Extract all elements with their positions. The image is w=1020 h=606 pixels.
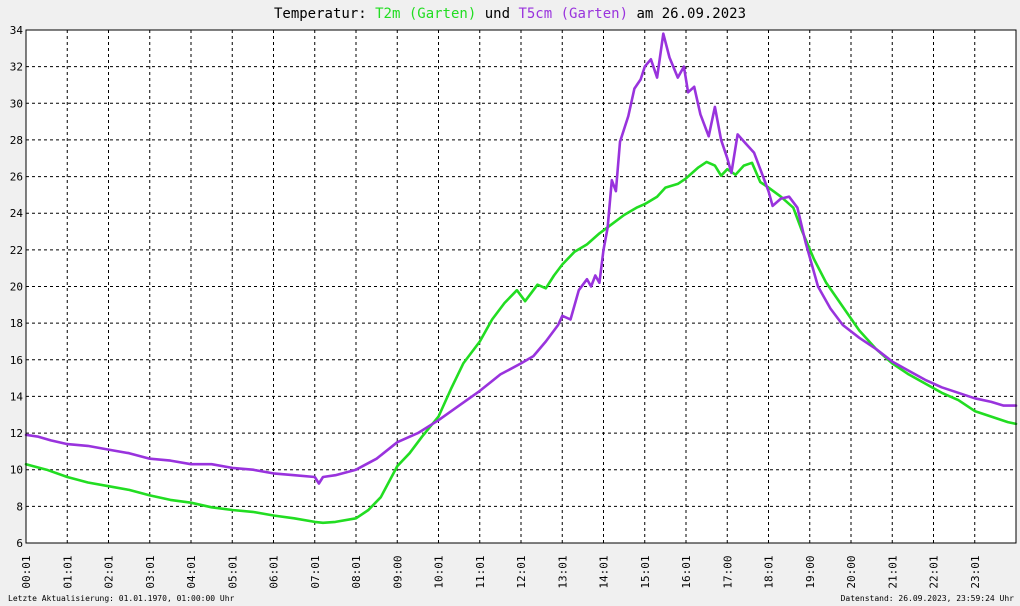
y-tick-label: 22 [10,244,23,257]
x-tick-label: 14:01 [598,555,611,588]
x-tick-labels: 00:01 01:01 02:01 03:01 04:01 05:01 06:01 07:01… [20,555,982,588]
x-tick-label: 02:01 [103,555,116,588]
x-tick-label: 07:01 [309,555,322,588]
series-line-t5cm [24,32,1018,485]
x-tick-label: 21:01 [886,555,899,588]
x-tick-label: 06:01 [268,555,281,588]
x-tick-label: 20:00 [845,555,858,588]
x-tick-label: 19:00 [804,555,817,588]
title-prefix: Temperatur: [274,6,375,22]
y-tick-label: 18 [10,317,23,330]
x-tick-label: 09:00 [391,555,404,588]
series-layer [24,32,1018,525]
plot-frame [25,29,1017,544]
y-tick-label: 30 [10,97,23,110]
y-tick-label: 26 [10,171,23,184]
footer-last-update: Letzte Aktualisierung: 01.01.1970, 01:00… [8,594,235,603]
footer-data-timestamp: Datenstand: 26.09.2023, 23:59:24 Uhr [841,594,1015,603]
chart-title: Temperatur: T2m (Garten) und T5cm (Garte… [274,6,746,22]
x-tick-label: 22:01 [928,555,941,588]
y-tick-labels: 6 8 10 12 14 16 18 20 22 24 26 28 30 32 34 [10,24,24,550]
x-tick-label: 05:01 [226,555,239,588]
y-tick-label: 6 [16,537,23,550]
y-tick-label: 14 [10,390,24,403]
x-tick-label: 16:01 [680,555,693,588]
series-line-t2m [24,160,1018,525]
grid-layer [26,30,1016,543]
x-tick-label: 01:01 [61,555,74,588]
x-tick-label: 17:00 [721,555,734,588]
title-middle: und [476,6,518,22]
x-tick-label: 15:01 [639,555,652,588]
x-tick-label: 08:01 [350,555,363,588]
y-tick-label: 12 [10,427,23,440]
x-tick-label: 00:01 [20,555,33,588]
x-tick-label: 04:01 [185,555,198,588]
x-tick-label: 12:01 [515,555,528,588]
x-tick-label: 18:01 [763,555,776,588]
x-tick-label: 23:01 [969,555,982,588]
y-tick-label: 10 [10,464,23,477]
x-tick-label: 03:01 [144,555,157,588]
y-tick-label: 24 [10,207,24,220]
y-tick-label: 20 [10,281,23,294]
x-tick-label: 13:01 [556,555,569,588]
y-tick-label: 32 [10,61,23,74]
y-tick-label: 28 [10,134,23,147]
title-series-t5cm: T5cm (Garten) [518,6,628,22]
title-series-t2m: T2m (Garten) [375,6,476,22]
x-tick-label: 11:01 [474,555,487,588]
y-tick-label: 16 [10,354,23,367]
y-tick-label: 8 [16,500,23,513]
y-tick-label: 34 [10,24,24,37]
x-tick-label: 10:01 [433,555,446,588]
title-suffix: am 26.09.2023 [628,6,746,22]
